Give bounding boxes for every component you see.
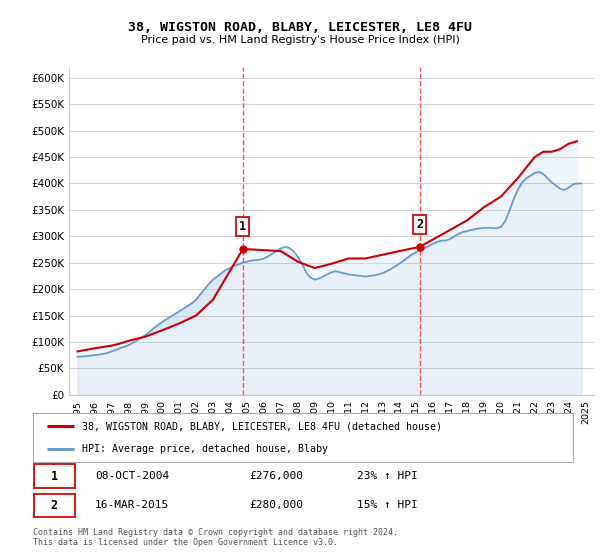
Text: HPI: Average price, detached house, Blaby: HPI: Average price, detached house, Blab…: [82, 444, 328, 454]
Text: £276,000: £276,000: [249, 471, 303, 481]
Text: 16-MAR-2015: 16-MAR-2015: [95, 501, 169, 511]
Text: 15% ↑ HPI: 15% ↑ HPI: [357, 501, 418, 511]
Text: £280,000: £280,000: [249, 501, 303, 511]
Text: 1: 1: [239, 220, 247, 234]
Text: 08-OCT-2004: 08-OCT-2004: [95, 471, 169, 481]
Text: 38, WIGSTON ROAD, BLABY, LEICESTER, LE8 4FU: 38, WIGSTON ROAD, BLABY, LEICESTER, LE8 …: [128, 21, 472, 34]
Text: Price paid vs. HM Land Registry's House Price Index (HPI): Price paid vs. HM Land Registry's House …: [140, 35, 460, 45]
Text: 2: 2: [50, 499, 58, 512]
Text: Contains HM Land Registry data © Crown copyright and database right 2024.
This d: Contains HM Land Registry data © Crown c…: [33, 528, 398, 547]
FancyBboxPatch shape: [34, 494, 74, 517]
Text: 2: 2: [416, 218, 423, 231]
Text: 1: 1: [50, 469, 58, 483]
Text: 23% ↑ HPI: 23% ↑ HPI: [357, 471, 418, 481]
FancyBboxPatch shape: [34, 464, 74, 488]
Text: 38, WIGSTON ROAD, BLABY, LEICESTER, LE8 4FU (detached house): 38, WIGSTON ROAD, BLABY, LEICESTER, LE8 …: [82, 421, 442, 431]
